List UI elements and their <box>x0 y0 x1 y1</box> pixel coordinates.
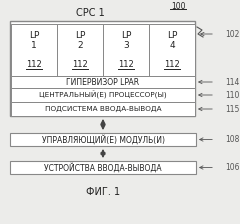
Bar <box>11 102 195 116</box>
Bar <box>149 24 195 76</box>
Text: LP
1: LP 1 <box>29 31 39 50</box>
Text: СРС 1: СРС 1 <box>76 8 104 18</box>
Text: LP
4: LP 4 <box>167 31 177 50</box>
Text: 112: 112 <box>164 60 180 69</box>
Text: 100: 100 <box>171 2 185 11</box>
Text: 112: 112 <box>72 60 88 69</box>
Text: ГИПЕРВИЗОР LPAR: ГИПЕРВИЗОР LPAR <box>66 78 140 86</box>
Text: 115: 115 <box>225 105 239 114</box>
Bar <box>10 21 195 116</box>
Text: 112: 112 <box>118 60 134 69</box>
Text: 112: 112 <box>26 60 42 69</box>
Text: 102: 102 <box>225 30 239 39</box>
Text: 108: 108 <box>225 135 239 144</box>
Text: ФИГ. 1: ФИГ. 1 <box>86 187 120 197</box>
Bar <box>103 24 149 76</box>
Text: УСТРОЙСТВА ВВОДА-ВЫВОДА: УСТРОЙСТВА ВВОДА-ВЫВОДА <box>44 163 162 172</box>
Bar <box>11 76 195 88</box>
Bar <box>57 24 103 76</box>
Text: ПОДСИСТЕМА ВВОДА-ВЫВОДА: ПОДСИСТЕМА ВВОДА-ВЫВОДА <box>45 106 161 112</box>
Bar <box>11 88 195 102</box>
Bar <box>10 161 196 174</box>
Text: 110: 110 <box>225 90 239 99</box>
Text: LP
3: LP 3 <box>121 31 131 50</box>
Text: LP
2: LP 2 <box>75 31 85 50</box>
Bar <box>10 133 196 146</box>
Bar <box>11 24 57 76</box>
Text: ЦЕНТРАЛЬНЫЙ(Е) ПРОЦЕССОР(Ы): ЦЕНТРАЛЬНЫЙ(Е) ПРОЦЕССОР(Ы) <box>39 91 167 99</box>
Text: УПРАВЛЯЮЩИЙ(Е) МОДУЛЬ(И): УПРАВЛЯЮЩИЙ(Е) МОДУЛЬ(И) <box>42 135 164 144</box>
Text: 106: 106 <box>225 163 240 172</box>
Text: 114: 114 <box>225 78 239 86</box>
